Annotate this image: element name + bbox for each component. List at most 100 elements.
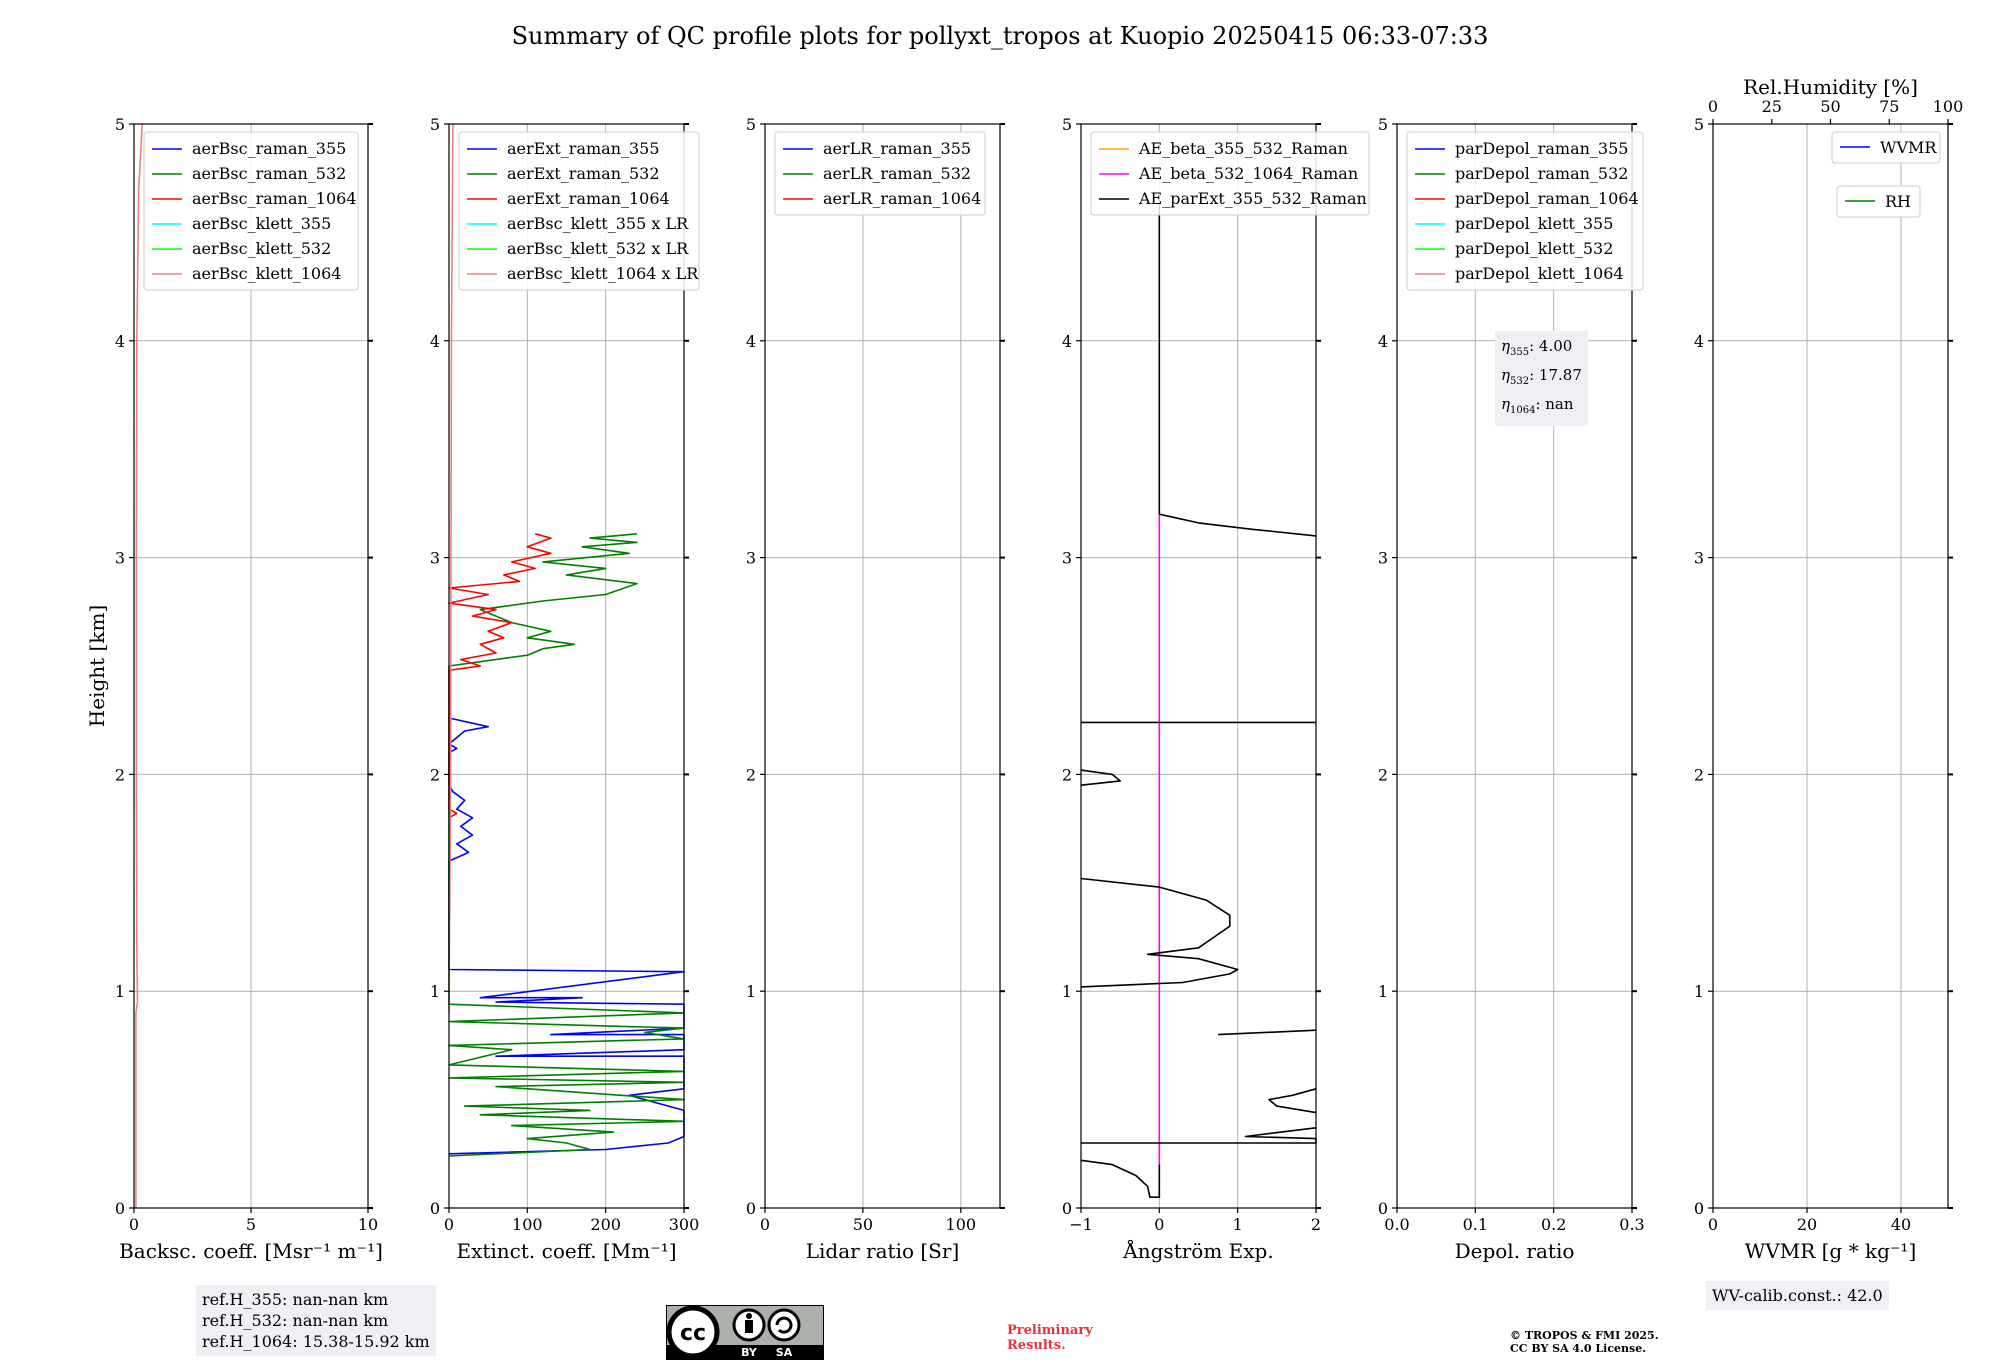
legend-box	[1831, 131, 1941, 164]
y-tick-label: 0	[1378, 1199, 1388, 1218]
x-tick-label: 1	[1233, 1215, 1243, 1234]
y-tick-label: 3	[1062, 549, 1072, 568]
top-x-tick-label: 75	[1879, 97, 1899, 116]
y-tick-label: 4	[746, 332, 756, 351]
y-tick-label: 0	[1062, 1199, 1072, 1218]
x-axis-label: Extinct. coeff. [Mm⁻¹]	[456, 1239, 676, 1263]
legend-label: aerBsc_raman_532	[192, 164, 346, 183]
y-axis-label: Height [km]	[85, 605, 109, 727]
x-tick-label: 0.3	[1619, 1215, 1644, 1234]
legend-label: aerBsc_klett_1064	[192, 264, 341, 283]
ref-height-1064: ref.H_1064: 15.38-15.92 km	[202, 1332, 430, 1351]
panel-extinction: 0 100 200 300 0 1 2 3 4 5 Extinct. coeff. [Mm⁻¹] ae…	[430, 115, 700, 1263]
series-line-AE_parExt_355_532_Raman	[1080, 1159, 1161, 1198]
y-tick-label: 4	[115, 332, 125, 351]
top-x-tick-label: 50	[1820, 97, 1840, 116]
series-line-segment	[1080, 877, 1239, 988]
x-tick-label: 0	[129, 1215, 139, 1234]
ref-height-532: ref.H_532: nan-nan km	[202, 1311, 389, 1330]
x-tick-label: 300	[669, 1215, 700, 1234]
legend-label: aerExt_raman_355	[507, 139, 660, 158]
legend-label: aerLR_raman_532	[823, 164, 971, 183]
y-tick-label: 2	[1062, 765, 1072, 784]
legend-label: parDepol_raman_532	[1455, 164, 1628, 183]
y-tick-label: 5	[115, 115, 125, 134]
figure-title: Summary of QC profile plots for pollyxt_…	[511, 22, 1489, 50]
x-tick-label: 2	[1311, 1215, 1321, 1234]
top-x-axis-label: Rel.Humidity [%]	[1743, 75, 1918, 99]
copyright-line-2: CC BY SA 4.0 License.	[1510, 1342, 1647, 1355]
eta-1064-value: : nan	[1535, 395, 1574, 413]
legend-box	[1090, 131, 1370, 216]
y-tick-label: 1	[115, 982, 125, 1001]
top-x-tick-label: 0	[1708, 97, 1718, 116]
y-tick-label: 3	[1378, 549, 1388, 568]
y-tick-label: 3	[430, 549, 440, 568]
legend-label: aerBsc_raman_355	[192, 139, 346, 158]
plot-frame	[1712, 123, 1949, 1209]
series-line-segment	[1080, 769, 1121, 786]
y-tick-label: 2	[1694, 765, 1704, 784]
legend-label: aerExt_raman_1064	[507, 189, 670, 208]
eta-1064: η1064: nan	[1501, 395, 1574, 416]
y-tick-label: 1	[430, 982, 440, 1001]
series-line-aerExt_raman_532	[448, 533, 685, 1157]
panel-water_vapor: 0 20 40 0 1 2 3 4 5 WVMR [g * kg⁻¹] 0 25 50 75 100 Rel.…	[1694, 75, 1963, 1263]
y-tick-label: 2	[746, 765, 756, 784]
legend-label: AE_parExt_355_532_Raman	[1138, 189, 1367, 208]
y-tick-label: 4	[1062, 332, 1072, 351]
x-tick-label: 0	[760, 1215, 770, 1234]
x-tick-label: 100	[946, 1215, 977, 1234]
y-tick-label: 1	[1694, 982, 1704, 1001]
legend-box	[1406, 131, 1644, 291]
y-tick-label: 3	[115, 549, 125, 568]
legend-label: parDepol_klett_1064	[1455, 264, 1624, 283]
legend-label: aerBsc_raman_1064	[192, 189, 357, 208]
y-tick-label: 1	[746, 982, 756, 1001]
y-tick-label: 2	[1378, 765, 1388, 784]
y-tick-label: 0	[1694, 1199, 1704, 1218]
y-tick-label: 5	[1378, 115, 1388, 134]
x-axis-label: WVMR [g * kg⁻¹]	[1745, 1239, 1917, 1263]
legend-label: parDepol_raman_1064	[1455, 189, 1639, 208]
y-tick-label: 5	[1694, 115, 1704, 134]
legend-label: aerBsc_klett_1064 x LR	[507, 264, 699, 283]
y-tick-label: 2	[115, 765, 125, 784]
legend-label: aerBsc_klett_355 x LR	[507, 214, 689, 233]
cc-label: cc	[680, 1321, 706, 1346]
legend-box	[143, 131, 359, 291]
x-tick-label: 100	[512, 1215, 543, 1234]
reference-height-box: ref.H_355: nan-nan km ref.H_532: nan-nan…	[196, 1285, 436, 1356]
x-tick-label: 0.0	[1384, 1215, 1409, 1234]
x-tick-label: 20	[1797, 1215, 1817, 1234]
panel-backscatter: 0 5 10 0 1 2 3 4 5 Backsc. coeff. [Msr⁻¹ m⁻¹] Heig…	[85, 115, 383, 1263]
panel-depolarization: 0.0 0.1 0.2 0.3 0 1 2 3 4 5 Depol. ratio parDepol_r…	[1378, 115, 1645, 1263]
panel-lidar_ratio: 0 50 100 0 1 2 3 4 5 Lidar ratio [Sr] aerLR_raman_…	[746, 115, 1005, 1263]
legend-label: parDepol_klett_355	[1455, 214, 1613, 233]
sa-label: SA	[776, 1346, 793, 1359]
cc-by-sa-badge-icon: cc BY SA	[666, 1305, 824, 1360]
x-tick-label: 200	[590, 1215, 621, 1234]
x-tick-label: 0.1	[1463, 1215, 1488, 1234]
preliminary-line-2: Results.	[1007, 1338, 1066, 1353]
eta-532-value: : 17.87	[1529, 366, 1582, 384]
legend-label: aerBsc_klett_532	[192, 239, 331, 258]
y-tick-label: 3	[1694, 549, 1704, 568]
x-tick-label: 0.2	[1541, 1215, 1566, 1234]
y-tick-label: 1	[1378, 982, 1388, 1001]
ref-height-355: ref.H_355: nan-nan km	[202, 1290, 389, 1309]
eta-355-value: : 4.00	[1529, 337, 1573, 355]
legend-label: aerLR_raman_1064	[823, 189, 981, 208]
y-tick-label: 4	[1378, 332, 1388, 351]
copyright-line-1: © TROPOS & FMI 2025.	[1510, 1329, 1659, 1342]
series-line-aerBsc_klett_1064	[135, 123, 143, 1208]
top-x-tick-label: 25	[1762, 97, 1782, 116]
series-line-segment	[1268, 1088, 1317, 1114]
x-tick-label: 5	[246, 1215, 256, 1234]
x-tick-label: 0	[1708, 1215, 1718, 1234]
x-axis-label: Ångström Exp.	[1122, 1238, 1273, 1263]
plot-frame	[764, 123, 1001, 1209]
legend-label: aerExt_raman_532	[507, 164, 660, 183]
